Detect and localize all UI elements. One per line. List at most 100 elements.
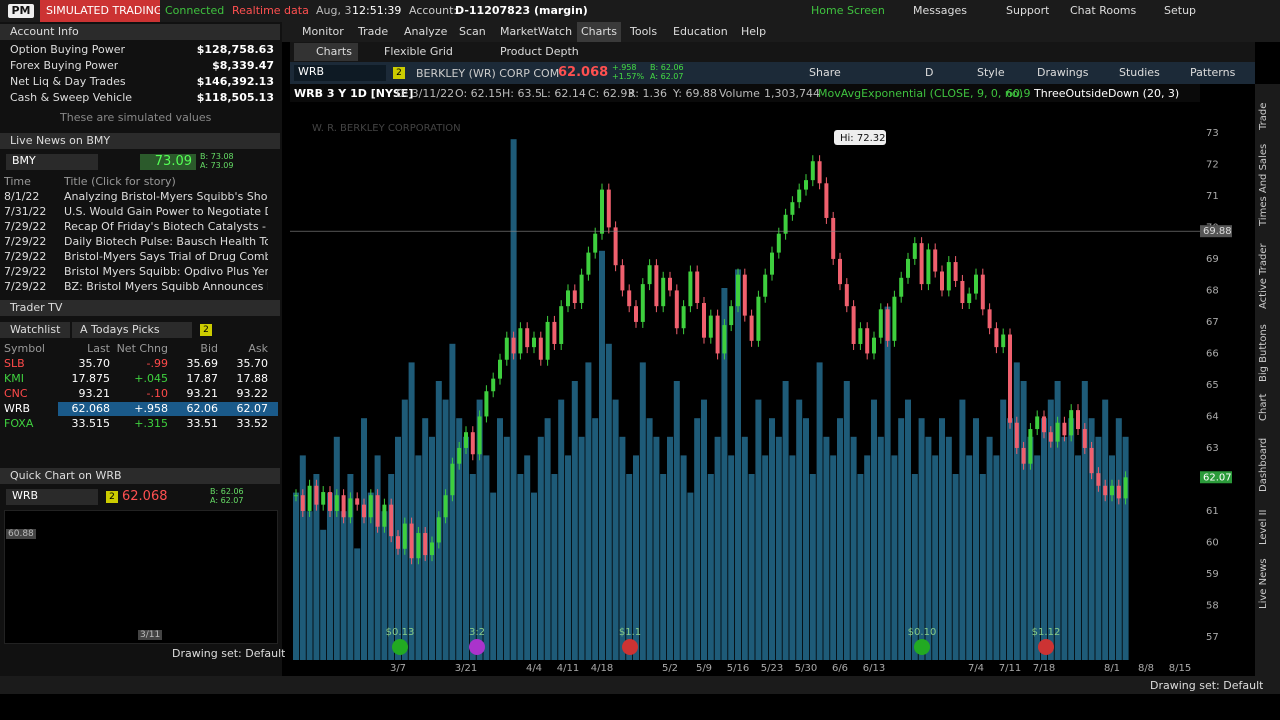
volume-bar <box>748 474 755 660</box>
price-chart: W. R. BERKLEY CORPORATION 3/7 3/21 4/4 4/11 4… <box>290 102 1232 674</box>
volume-bar <box>1027 436 1034 660</box>
col-header: Ask <box>248 342 268 355</box>
volume-bar <box>687 492 694 660</box>
news-title[interactable]: Analyzing Bristol-Myers Squibb's Short I… <box>64 190 268 203</box>
candle-body <box>518 328 523 354</box>
tool-button[interactable]: D <box>925 66 934 79</box>
volume-bar <box>408 362 415 660</box>
candle-body <box>334 495 339 511</box>
info-text: L: 62.14 <box>541 87 586 100</box>
top-link[interactable]: Messages <box>913 4 967 17</box>
top-link[interactable]: Support <box>1006 4 1050 17</box>
volume-bar <box>945 436 952 660</box>
menu-item[interactable]: Help <box>741 25 767 38</box>
candle-body <box>892 296 897 341</box>
candle-body <box>742 274 747 316</box>
y-tick-label: 57 <box>1206 632 1219 643</box>
menu-item[interactable]: Analyze <box>404 25 448 38</box>
cell[interactable]: FOXA <box>4 417 34 430</box>
candle-body <box>409 523 414 559</box>
news-title[interactable]: Recap Of Friday's Biotech Catalysts - En… <box>64 220 268 233</box>
news-time[interactable]: 7/31/22 <box>4 205 47 218</box>
news-time[interactable]: 7/29/22 <box>4 220 47 233</box>
tool-button[interactable]: Drawings <box>1037 66 1089 79</box>
volume-bar <box>565 455 571 660</box>
sidebar-tab[interactable]: Level II <box>1258 509 1269 546</box>
candle-body <box>294 495 298 497</box>
col-header: Last <box>87 342 110 355</box>
menu-item[interactable]: Tools <box>630 25 658 38</box>
menu-item[interactable]: Scan <box>459 25 486 38</box>
sidebar <box>1255 84 1280 676</box>
news-time[interactable]: 7/29/22 <box>4 235 47 248</box>
cell[interactable]: SLB <box>4 357 25 370</box>
candle-body <box>1076 410 1080 430</box>
chart-tab[interactable]: Flexible Grid <box>384 45 453 58</box>
candle-body <box>627 290 632 307</box>
news-title[interactable]: Bristol Myers Squibb: Opdivo Plus Yerv..… <box>64 265 268 278</box>
cell[interactable]: CNC <box>4 387 28 400</box>
volume-bar <box>1081 381 1088 660</box>
candle-body <box>790 202 795 215</box>
col-header: Time <box>4 175 31 188</box>
news-time[interactable]: 7/29/22 <box>4 265 47 278</box>
top-link[interactable]: Home Screen <box>811 4 885 17</box>
news-time[interactable]: 7/29/22 <box>4 280 47 293</box>
tool-button[interactable]: Style <box>977 66 1005 79</box>
watchlist-name[interactable]: A Todays Picks <box>72 322 192 338</box>
tool-button[interactable]: Patterns <box>1190 66 1236 79</box>
candle-body <box>1110 485 1114 496</box>
news-title[interactable]: Daily Biotech Pulse: Bausch Health To A.… <box>64 235 268 248</box>
news-title[interactable]: BZ: Bristol Myers Squibb Announces Pa... <box>64 280 268 293</box>
candle-body <box>906 258 910 278</box>
candle-body <box>525 328 530 348</box>
menu-item[interactable]: Charts <box>577 22 621 42</box>
info-text: O: 62.15 <box>455 87 503 100</box>
news-time[interactable]: 8/1/22 <box>4 190 40 203</box>
sidebar-tab[interactable]: Trade <box>1258 102 1269 130</box>
candle-body <box>838 258 842 285</box>
volume-bar <box>843 381 850 660</box>
x-tick-label: 4/18 <box>591 663 613 674</box>
candle-body <box>450 463 455 496</box>
date-tag: 3/11 <box>138 630 163 640</box>
candle-body <box>341 495 346 518</box>
x-tick-label: 8/15 <box>1169 663 1191 674</box>
x-tick-label: 6/13 <box>863 663 885 674</box>
chart-tab[interactable]: Charts <box>294 43 358 61</box>
news-time[interactable]: 7/29/22 <box>4 250 47 263</box>
volume-bar <box>626 474 633 660</box>
volume-bar <box>293 492 299 660</box>
sidebar-tab[interactable]: Dashboard <box>1258 437 1269 492</box>
sidebar-tab[interactable]: Active Trader <box>1258 243 1269 309</box>
tool-button[interactable]: Share <box>809 66 841 79</box>
news-title[interactable]: U.S. Would Gain Power to Negotiate Dr... <box>64 205 268 218</box>
sidebar-tab[interactable]: Times And Sales <box>1258 143 1269 227</box>
top-link[interactable]: Chat Rooms <box>1070 4 1137 17</box>
candle-body <box>1062 422 1067 436</box>
candle-body <box>498 359 502 379</box>
volume-bar <box>667 436 673 660</box>
chart-tab[interactable]: Product Depth <box>500 45 579 58</box>
section-header: Account Info <box>0 24 280 40</box>
candle-body <box>817 161 822 184</box>
menu-item[interactable]: MarketWatch <box>500 25 573 38</box>
sidebar-tab[interactable]: Chart <box>1258 393 1269 422</box>
sidebar-tab[interactable]: Live News <box>1258 558 1269 609</box>
cell[interactable]: KMI <box>4 372 24 385</box>
menu-item[interactable]: Trade <box>358 25 389 38</box>
candle-body <box>654 265 659 307</box>
cell[interactable]: WRB <box>4 402 31 415</box>
top-link[interactable]: Setup <box>1164 4 1197 17</box>
candle-body <box>933 249 938 272</box>
volume-bar <box>1115 418 1122 660</box>
y-tick-label: 69 <box>1206 254 1219 265</box>
news-title[interactable]: Bristol-Myers Says Trial of Drug Combin.… <box>64 250 268 263</box>
symbol-box[interactable]: WRB <box>294 65 386 81</box>
sidebar-tab[interactable]: Big Buttons <box>1258 324 1269 382</box>
menu-item[interactable]: Monitor <box>302 25 344 38</box>
menu-item[interactable]: Education <box>673 25 728 38</box>
tool-button[interactable]: Studies <box>1119 66 1160 79</box>
volume-bar <box>721 288 728 660</box>
candle-body <box>776 233 781 253</box>
